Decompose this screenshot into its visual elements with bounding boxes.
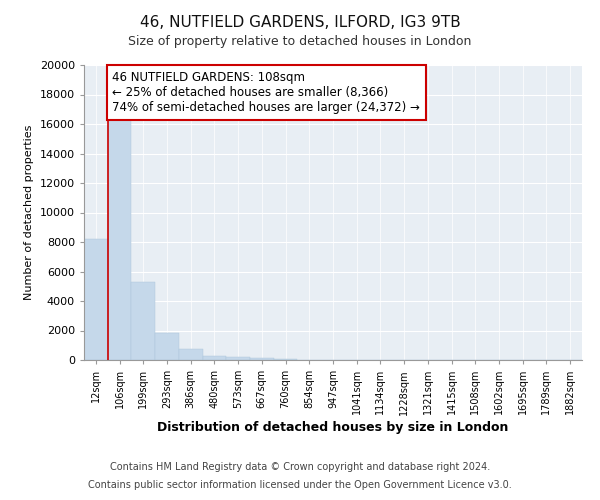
Y-axis label: Number of detached properties: Number of detached properties [24,125,34,300]
Text: 46, NUTFIELD GARDENS, ILFORD, IG3 9TB: 46, NUTFIELD GARDENS, ILFORD, IG3 9TB [140,15,460,30]
Bar [108,115,131,360]
Bar [84,239,108,360]
Text: Contains HM Land Registry data © Crown copyright and database right 2024.: Contains HM Land Registry data © Crown c… [110,462,490,472]
Bar [155,334,179,360]
Text: Contains public sector information licensed under the Open Government Licence v3: Contains public sector information licen… [88,480,512,490]
X-axis label: Distribution of detached houses by size in London: Distribution of detached houses by size … [157,422,509,434]
Text: Size of property relative to detached houses in London: Size of property relative to detached ho… [128,35,472,48]
Bar [274,359,298,360]
Bar [226,357,250,360]
Bar [250,358,274,360]
Bar [131,282,155,360]
Text: 46 NUTFIELD GARDENS: 108sqm
← 25% of detached houses are smaller (8,366)
74% of : 46 NUTFIELD GARDENS: 108sqm ← 25% of det… [112,71,421,114]
Bar [203,356,226,360]
Bar [179,349,203,360]
